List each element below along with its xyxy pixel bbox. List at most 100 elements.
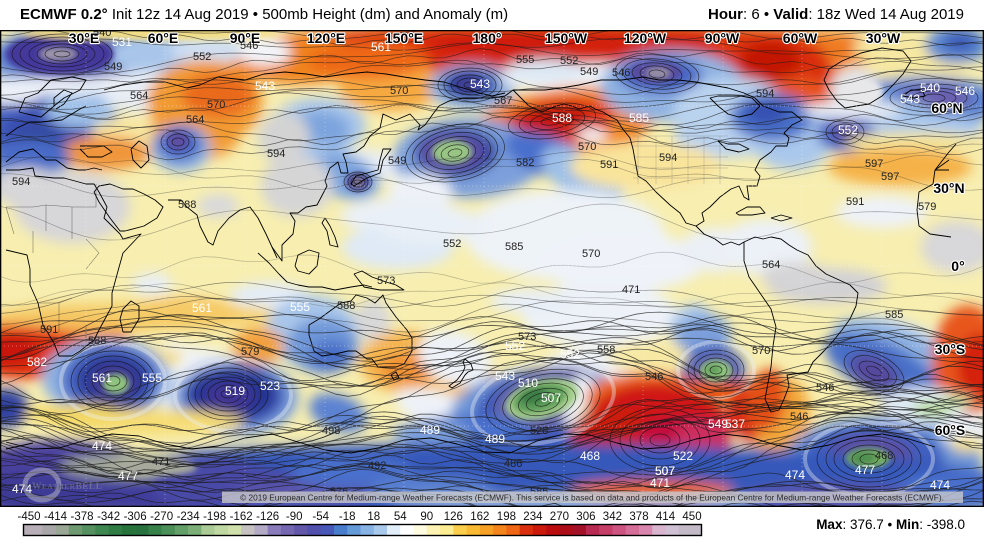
svg-text:585: 585: [505, 241, 523, 253]
svg-text:474: 474: [930, 478, 950, 492]
svg-text:564: 564: [186, 114, 204, 126]
svg-text:477: 477: [118, 469, 138, 483]
svg-text:582: 582: [27, 355, 47, 369]
svg-text:546: 546: [612, 67, 630, 79]
svg-text:486: 486: [504, 458, 522, 470]
svg-text:555: 555: [290, 300, 310, 314]
svg-text:477: 477: [855, 463, 875, 477]
svg-text:60°E: 60°E: [148, 30, 179, 46]
svg-text:30°E: 30°E: [69, 30, 100, 46]
svg-text:528: 528: [530, 425, 548, 437]
svg-text:546: 546: [645, 371, 663, 383]
svg-text:342: 342: [603, 511, 622, 523]
svg-text:-198: -198: [203, 511, 226, 523]
svg-text:564: 564: [762, 259, 780, 271]
svg-text:552: 552: [560, 347, 580, 361]
svg-text:594: 594: [659, 152, 677, 164]
svg-text:546: 546: [240, 40, 258, 52]
svg-text:585: 585: [885, 309, 903, 321]
svg-text:492: 492: [368, 460, 386, 472]
svg-text:60°N: 60°N: [931, 100, 962, 116]
svg-text:60°S: 60°S: [935, 422, 966, 438]
svg-text:543: 543: [255, 79, 275, 93]
svg-text:507: 507: [541, 391, 561, 405]
svg-text:378: 378: [629, 511, 648, 523]
svg-text:591: 591: [40, 324, 58, 336]
svg-text:-414: -414: [44, 511, 68, 523]
svg-text:597: 597: [881, 171, 899, 183]
svg-text:450: 450: [682, 511, 701, 523]
svg-text:567: 567: [494, 95, 512, 107]
svg-text:570: 570: [207, 99, 225, 111]
svg-text:543: 543: [900, 92, 920, 106]
svg-text:30°S: 30°S: [935, 341, 966, 357]
svg-text:-342: -342: [97, 511, 120, 523]
svg-text:510: 510: [518, 376, 538, 390]
svg-text:540: 540: [920, 81, 940, 95]
svg-text:570: 570: [582, 248, 600, 260]
svg-text:-270: -270: [150, 511, 173, 523]
svg-text:573: 573: [377, 275, 395, 287]
svg-text:471: 471: [650, 476, 670, 490]
svg-text:90°W: 90°W: [705, 30, 740, 46]
svg-text:588: 588: [552, 111, 572, 125]
svg-text:594: 594: [12, 176, 30, 188]
svg-text:468: 468: [875, 450, 893, 462]
svg-text:30°W: 30°W: [866, 30, 901, 46]
svg-text:573: 573: [518, 331, 536, 343]
svg-text:120°W: 120°W: [624, 30, 667, 46]
svg-text:-306: -306: [124, 511, 147, 523]
svg-text:591: 591: [846, 196, 864, 208]
svg-text:60°W: 60°W: [783, 30, 818, 46]
svg-text:498: 498: [322, 425, 340, 437]
svg-text:549: 549: [104, 61, 122, 73]
svg-text:471: 471: [152, 456, 170, 468]
svg-text:591: 591: [600, 159, 618, 171]
svg-text:-162: -162: [230, 511, 253, 523]
svg-text:© 2019 European Centre for Med: © 2019 European Centre for Medium-range …: [240, 493, 944, 503]
svg-text:270: 270: [550, 511, 569, 523]
svg-text:564: 564: [130, 90, 148, 102]
svg-text:549: 549: [580, 66, 598, 78]
svg-text:570: 570: [578, 141, 596, 153]
svg-text:570: 570: [390, 85, 408, 97]
svg-text:552: 552: [443, 238, 461, 250]
svg-text:561: 561: [92, 371, 112, 385]
svg-text:594: 594: [267, 148, 285, 160]
svg-text:90: 90: [420, 511, 433, 523]
svg-text:WEATHERBELL: WEATHERBELL: [32, 482, 102, 492]
svg-text:582: 582: [516, 157, 534, 169]
svg-text:594: 594: [756, 88, 774, 100]
svg-text:90°E: 90°E: [230, 30, 261, 46]
svg-text:-378: -378: [70, 511, 93, 523]
svg-text:540: 540: [93, 30, 111, 39]
svg-text:507: 507: [655, 464, 675, 478]
svg-text:126: 126: [444, 511, 463, 523]
svg-text:579: 579: [918, 201, 936, 213]
svg-text:588: 588: [88, 335, 106, 347]
svg-text:489: 489: [485, 432, 505, 446]
svg-text:162: 162: [470, 511, 489, 523]
svg-text:546: 546: [816, 382, 834, 394]
svg-text:234: 234: [523, 511, 543, 523]
svg-text:489: 489: [420, 423, 440, 437]
svg-text:54: 54: [394, 511, 407, 523]
svg-text:543: 543: [495, 369, 515, 383]
svg-text:150°W: 150°W: [545, 30, 588, 46]
svg-text:-54: -54: [312, 511, 329, 523]
svg-text:561: 561: [371, 40, 391, 54]
svg-text:546: 546: [790, 411, 808, 423]
svg-text:561: 561: [192, 301, 212, 315]
svg-text:552: 552: [193, 51, 211, 63]
svg-text:468: 468: [580, 449, 600, 463]
svg-text:507: 507: [655, 464, 675, 478]
svg-text:-450: -450: [17, 511, 40, 523]
svg-text:585: 585: [629, 111, 649, 125]
svg-text:549: 549: [388, 155, 406, 167]
svg-text:414: 414: [656, 511, 676, 523]
svg-text:306: 306: [576, 511, 595, 523]
svg-text:531: 531: [112, 35, 132, 49]
svg-text:543: 543: [470, 77, 490, 91]
svg-text:579: 579: [241, 346, 259, 358]
svg-text:18: 18: [367, 511, 380, 523]
